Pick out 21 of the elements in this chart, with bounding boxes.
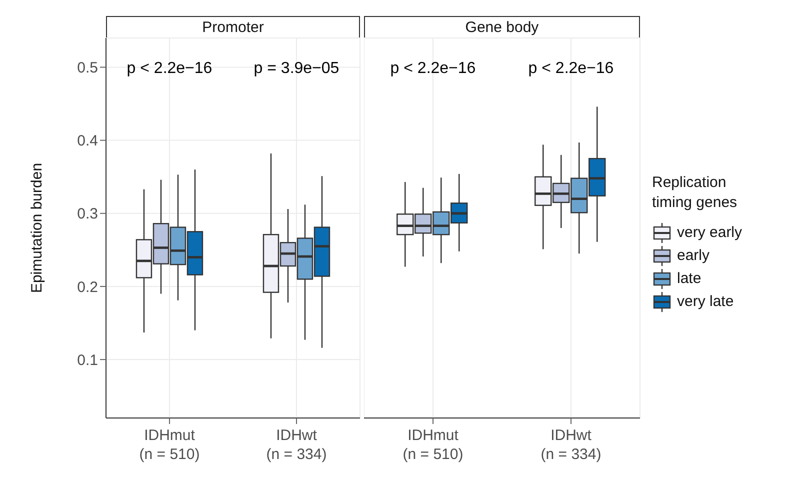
- x-tick-label: IDHwt (n = 334): [266, 427, 327, 463]
- annotation: p < 2.2e−16: [126, 60, 214, 78]
- annotation: p = 3.9e−05: [252, 60, 340, 78]
- y-tick-label: 0.5: [77, 60, 98, 77]
- y-tick-label: 0.3: [77, 206, 98, 223]
- legend-label: early: [677, 247, 710, 264]
- y-axis-title: Epimutation burden: [28, 162, 46, 294]
- y-tick-label: 0.2: [77, 278, 98, 296]
- annotation: p < 2.2e−16: [389, 60, 477, 78]
- legend-label: very late: [677, 293, 734, 310]
- legend-label: very early: [677, 224, 742, 241]
- x-tick-label: IDHwt (n = 334): [540, 427, 602, 463]
- y-tick-label: 0.1: [77, 352, 98, 369]
- x-tick-label: IDHmut (n = 510): [402, 427, 464, 463]
- legend-title: Replication timing genes: [652, 173, 738, 213]
- chart-title: Promoter: [106, 16, 360, 38]
- y-tick-label: 0.4: [77, 132, 98, 150]
- x-tick-label: IDHmut (n = 510): [139, 427, 200, 463]
- annotation: p < 2.2e−16: [527, 60, 615, 78]
- legend-label: late: [677, 270, 702, 287]
- chart-title: Gene body: [364, 16, 640, 38]
